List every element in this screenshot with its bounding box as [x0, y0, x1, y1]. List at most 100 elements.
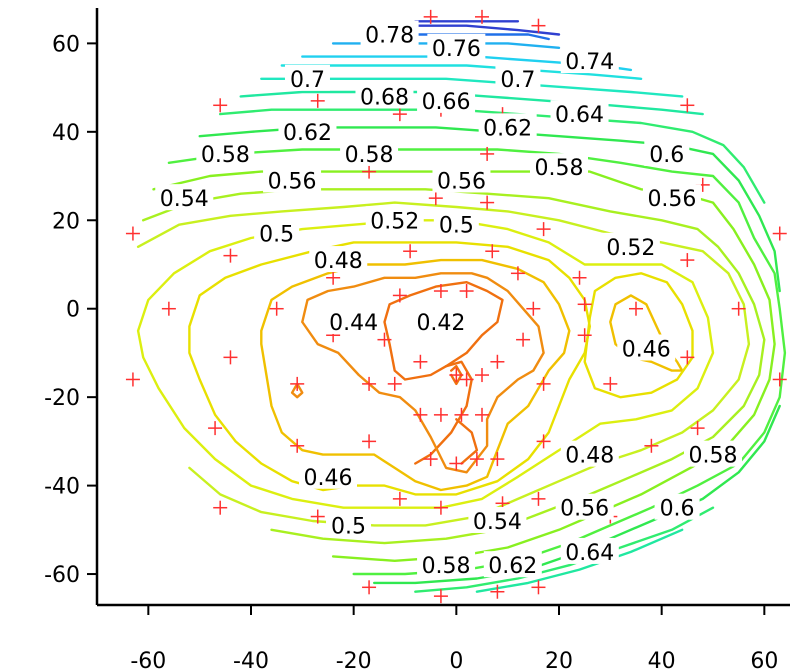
- contour-label-bg: [560, 440, 619, 467]
- contour-label: 0.76: [432, 37, 481, 62]
- contour-line-0_44: [290, 382, 304, 399]
- sample-point-marker: [290, 376, 305, 391]
- contour-label: 0.6: [660, 497, 695, 522]
- x-tick-label: 20: [545, 649, 573, 670]
- sample-point-marker: [516, 332, 531, 347]
- sample-point-marker: [310, 509, 325, 524]
- sample-point-marker: [428, 191, 443, 206]
- contour-label-bg: [360, 20, 419, 47]
- sample-point-marker: [510, 266, 525, 281]
- contour-label: 0.42: [416, 311, 465, 336]
- y-tick-label: 20: [52, 209, 80, 234]
- contour-label: 0.58: [535, 156, 584, 181]
- contour-label-bg: [365, 206, 424, 233]
- sample-point-marker: [362, 376, 377, 391]
- sample-point-marker: [392, 288, 407, 303]
- contour-label-bg: [309, 246, 368, 273]
- contour-line-0_44: [301, 272, 545, 474]
- sample-point-marker: [433, 284, 448, 299]
- sample-point-marker: [526, 301, 541, 316]
- contour-label-bg: [601, 232, 660, 259]
- contour-label-bg: [468, 506, 527, 533]
- contour-label-bg: [555, 493, 614, 520]
- x-tick-label: 40: [648, 649, 676, 670]
- sample-point-marker: [531, 18, 546, 33]
- y-tick-label: 40: [52, 121, 80, 146]
- sample-point-marker: [536, 222, 551, 237]
- contour-label-bg: [284, 64, 330, 91]
- contour-label: 0.62: [488, 554, 537, 579]
- contour-label: 0.62: [283, 121, 332, 146]
- sample-point-marker: [433, 500, 448, 515]
- contour-label: 0.54: [473, 510, 522, 535]
- contour-label-bg: [324, 307, 383, 334]
- sample-point-marker: [433, 407, 448, 422]
- sample-point-marker: [362, 164, 377, 179]
- sample-point-marker: [377, 332, 392, 347]
- sample-point-marker: [459, 372, 474, 387]
- sample-point-marker: [490, 584, 505, 599]
- contour-line-0_68: [280, 64, 643, 81]
- contour-label-bg: [560, 47, 619, 74]
- contour-label: 0.58: [689, 444, 738, 469]
- sample-point-marker: [475, 9, 489, 24]
- contour-label: 0.52: [370, 209, 419, 234]
- contour-label: 0.78: [365, 24, 414, 49]
- contour-line-0_64: [239, 90, 704, 116]
- contour-label-bg: [196, 139, 255, 166]
- contour-label: 0.66: [422, 90, 471, 115]
- sample-point-marker: [223, 350, 238, 365]
- contour-label: 0.46: [304, 466, 353, 491]
- contour-line-0_5: [136, 219, 715, 509]
- sample-point-marker: [213, 500, 228, 515]
- sample-point-marker: [531, 491, 546, 506]
- sample-point-marker: [392, 491, 407, 506]
- contour-line-0_46: [260, 258, 571, 492]
- contour-label: 0.62: [483, 116, 532, 141]
- sample-point-marker: [680, 98, 695, 113]
- sample-point-marker: [213, 98, 228, 113]
- contour-label: 0.46: [622, 338, 671, 363]
- sample-point-marker: [454, 407, 469, 422]
- contour-label: 0.58: [201, 143, 250, 168]
- contour-label-bg: [617, 334, 676, 361]
- contour-label: 0.48: [314, 249, 363, 274]
- contour-line-0_56: [152, 170, 776, 562]
- contour-label: 0.5: [331, 514, 366, 539]
- contour-line-0_48: [188, 241, 591, 496]
- sample-point-marker: [449, 456, 464, 471]
- contour-label-bg: [478, 113, 537, 140]
- sample-point-marker: [490, 452, 505, 467]
- x-tick-label: 60: [750, 649, 778, 670]
- contour-line-0_48: [583, 272, 694, 399]
- sample-point-marker: [480, 195, 495, 210]
- sample-point-marker: [490, 354, 505, 369]
- sample-point-marker: [125, 372, 140, 387]
- contour-label-bg: [411, 307, 470, 334]
- contour-label-bg: [263, 166, 322, 193]
- contour-labels: 0.780.760.740.7 0.70.68 0.660.640.62 0.620.…: [155, 20, 742, 579]
- contour-label: 0.56: [647, 187, 696, 212]
- sample-point-marker: [413, 407, 428, 422]
- contour-label: 0.5: [439, 214, 474, 239]
- sample-point-marker: [326, 270, 341, 285]
- contour-label: 0.64: [565, 541, 614, 566]
- contour-label-bg: [644, 139, 690, 166]
- contour-line-0_6: [373, 404, 781, 585]
- sample-point-marker: [387, 376, 402, 391]
- contour-label-bg: [432, 166, 491, 193]
- contour-line-0_52: [136, 201, 751, 527]
- sample-point-marker: [480, 146, 495, 161]
- contour-label-bg: [560, 537, 619, 564]
- sample-point-marker: [310, 93, 325, 108]
- sample-point-marker: [362, 434, 377, 449]
- sample-point-marker: [536, 434, 551, 449]
- x-tick-label: -20: [336, 649, 372, 670]
- sample-point-marker: [469, 452, 484, 467]
- contour-line-0_42: [383, 281, 504, 381]
- sample-point-marker: [680, 350, 695, 365]
- contour-label: 0.44: [329, 311, 378, 336]
- contour-label-bg: [433, 210, 479, 237]
- axes: -60 -40 -20 0 20 40 60 -60 -40 -20 0 20 40 60: [44, 8, 790, 670]
